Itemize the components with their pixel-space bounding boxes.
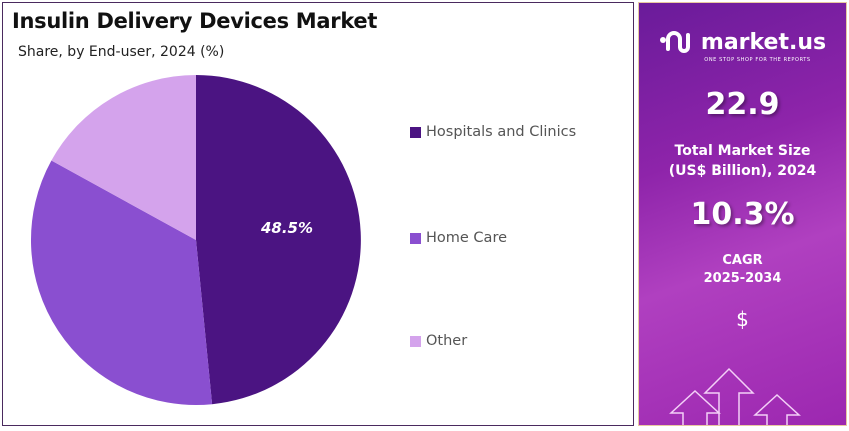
legend-label: Hospitals and Clinics	[426, 124, 577, 140]
pie-slice-other	[51, 74, 197, 240]
legend-swatch	[410, 335, 421, 347]
chart-title: Insulin Delivery Devices Market	[12, 9, 378, 33]
summary-panel: market.us ONE STOP SHOP FOR THE REPORTS …	[638, 2, 847, 426]
cagr-label: CAGR	[722, 253, 763, 268]
market-size-unit: (US$ Billion), 2024	[668, 163, 817, 179]
chart-frame	[2, 2, 634, 426]
market-size-label: Total Market Size	[674, 143, 811, 159]
legend-item-hospitals: Hospitals and Clinics	[410, 124, 576, 140]
market-us-logo-icon	[659, 31, 690, 53]
pie-chart: 48.5%	[30, 74, 361, 405]
pie-value-label: 48.5%	[260, 219, 313, 237]
dollar-icon: $	[736, 307, 749, 331]
market-size-value: 22.9	[705, 87, 780, 122]
legend-item-home-care: Home Care	[410, 230, 507, 246]
brand-logo: market.us	[639, 29, 846, 55]
cagr-value: 10.3%	[690, 197, 795, 232]
pie-slice-hospitals	[196, 75, 361, 405]
legend-swatch	[410, 232, 421, 244]
legend-label: Other	[426, 333, 468, 349]
legend-label: Home Care	[426, 230, 508, 246]
chart-subtitle: Share, by End-user, 2024 (%)	[18, 44, 225, 60]
legend-item-other: Other	[410, 333, 467, 349]
cagr-period: 2025-2034	[703, 271, 782, 286]
growth-arrows-icon	[669, 367, 801, 425]
brand-tagline: ONE STOP SHOP FOR THE REPORTS	[704, 57, 811, 63]
brand-name: market.us	[700, 29, 827, 55]
pie-slice-home-care	[30, 160, 213, 405]
legend-swatch	[410, 126, 421, 138]
